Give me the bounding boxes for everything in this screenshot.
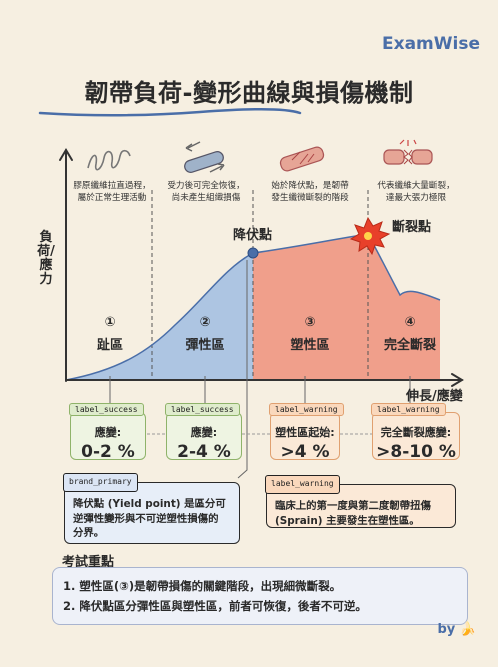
annotation-rupture: 代表纖維大量斷裂， 達最大張力極限 [377, 181, 455, 203]
zone-name-rupture: 完全斷裂 [383, 338, 436, 353]
card-rupture-strain: label_warning 完全斷裂應變: >8-10 % [371, 403, 460, 462]
brand-logo: ExamWise [382, 34, 480, 54]
card-value: >4 % [280, 442, 330, 462]
annotation-elastic: 受力後可完全恢復， 尚未產生組織損傷 [167, 181, 245, 203]
cylinder-icon [184, 141, 225, 173]
title-underline [38, 107, 302, 117]
spring-icon [87, 149, 131, 171]
card-tag: label_success [165, 403, 240, 416]
toe-elastic-region [66, 253, 253, 380]
annotation-toe: 膠原纖維拉直過程， 屬於正常生理活動 [73, 181, 151, 203]
card-value: 2-4 % [177, 442, 231, 462]
rupture-point-label: 斷裂點 [392, 220, 432, 235]
note-tag: brand_primary [63, 473, 138, 492]
card-connectors [109, 260, 411, 479]
page-title: 韌帶負荷-變形曲線與損傷機制 [84, 79, 414, 107]
y-axis-label: 負荷/應力 [37, 230, 55, 287]
note-tag: label_warning [265, 475, 340, 494]
card-toe-strain: label_success 應變: 0-2 % [69, 403, 146, 462]
exam-title: 考試重點 [62, 555, 115, 570]
plastic-rupture-region [253, 234, 440, 380]
zone-num-4: ④ [404, 315, 416, 330]
zone-num-1: ① [104, 315, 116, 330]
yield-point-note: brand_primary 降伏點 (Yield point) 是區分可 逆彈性… [63, 473, 240, 544]
x-axis-label: 伸長/應變 [406, 389, 463, 404]
byline: by 🍌 [437, 622, 477, 637]
card-tag: label_warning [269, 403, 344, 416]
axes [59, 148, 464, 387]
card-tag: label_warning [371, 403, 446, 416]
card-value: 0-2 % [81, 442, 135, 462]
card-key: 塑性區起始: [275, 426, 335, 439]
zone-name-toe: 趾區 [96, 338, 123, 353]
zone-num-2: ② [199, 315, 211, 330]
zone-name-elastic: 彈性區 [185, 338, 225, 353]
card-value: >8-10 % [376, 442, 456, 462]
yield-point-marker [247, 247, 259, 259]
load-curve [65, 233, 441, 381]
card-key: 應變: [190, 426, 218, 439]
card-tag: label_success [69, 403, 144, 416]
zone-num-3: ③ [304, 315, 316, 330]
card-elastic-strain: label_success 應變: 2-4 % [165, 403, 242, 462]
clinical-note: label_warning 臨床上的第一度與第二度韌帶扭傷 (Sprain) 主… [265, 475, 456, 528]
exam-item-2: 2. 降伏點區分彈性區與塑性區，前者可恢復，後者不可逆。 [63, 599, 367, 613]
zone-name-plastic: 塑性區 [290, 338, 330, 353]
card-key: 應變: [94, 426, 122, 439]
torn-fiber-icon [383, 139, 433, 165]
card-key: 完全斷裂應變: [380, 426, 452, 439]
card-plastic-start: label_warning 塑性區起始: >4 % [269, 403, 344, 462]
yield-point-label: 降伏點 [233, 228, 273, 243]
annotation-plastic: 始於降伏點，是韌帶 發生纖微斷裂的階段 [271, 181, 349, 203]
frayed-fiber-icon [279, 146, 325, 172]
exam-item-1: 1. 塑性區(③)是韌帶損傷的關鍵階段，出現細微斷裂。 [63, 579, 342, 593]
exam-box: 1. 塑性區(③)是韌帶損傷的關鍵階段，出現細微斷裂。 2. 降伏點區分彈性區與… [52, 567, 468, 625]
